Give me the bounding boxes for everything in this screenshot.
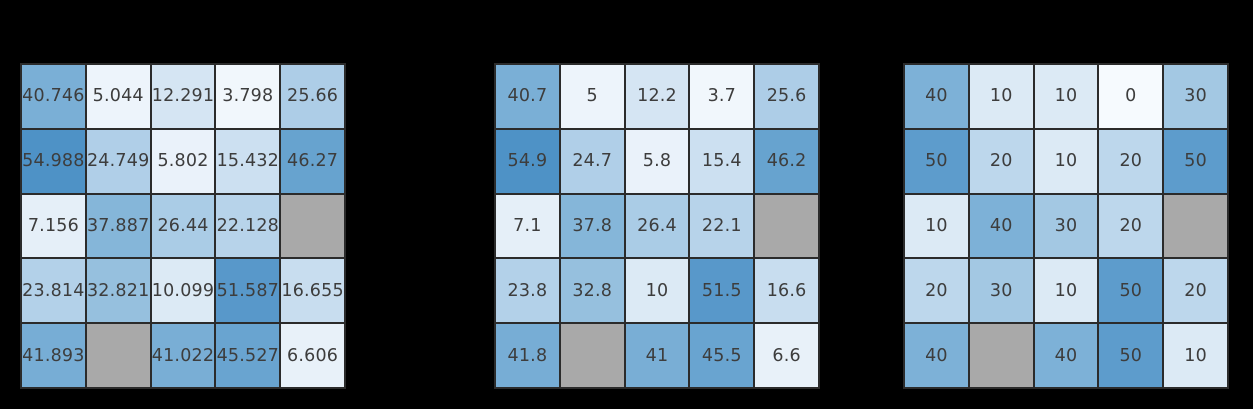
heatmap-cell: 5 — [560, 65, 624, 128]
heatmap-cell: 10 — [625, 259, 689, 323]
heatmap-cell: 51.587 — [216, 259, 280, 323]
heatmap-cell: 20 — [905, 259, 968, 323]
heatmap-cell: 30 — [1164, 65, 1227, 128]
heatmap-cell — [86, 324, 150, 387]
heatmap-cell: 0 — [1099, 65, 1163, 128]
heatmap-cell: 50 — [1099, 324, 1163, 387]
heatmap-cell: 51.5 — [690, 259, 754, 323]
heatmap-cell: 23.814 — [22, 259, 85, 323]
heatmap-cell: 10 — [1034, 129, 1098, 193]
heatmap-cell — [560, 324, 624, 387]
heatmap-cell: 46.27 — [281, 129, 344, 193]
heatmap-cell: 16.655 — [281, 259, 344, 323]
heatmap-cell: 41.022 — [151, 324, 215, 387]
heatmap-cell: 41 — [625, 324, 689, 387]
heatmap-cell: 22.1 — [690, 194, 754, 258]
heatmap-cell — [281, 194, 344, 258]
heatmap-cell: 26.44 — [151, 194, 215, 258]
heatmap-cell: 40.7 — [496, 65, 559, 128]
heatmap-cell: 25.66 — [281, 65, 344, 128]
heatmap-cell: 7.1 — [496, 194, 559, 258]
heatmap-cell: 20 — [1099, 129, 1163, 193]
heatmap-cell: 6.606 — [281, 324, 344, 387]
heatmap-cell: 30 — [969, 259, 1033, 323]
heatmap-cell: 10 — [969, 65, 1033, 128]
heatmap-cell: 10 — [1164, 324, 1227, 387]
heatmap-cell: 54.9 — [496, 129, 559, 193]
heatmap-cell: 20 — [1164, 259, 1227, 323]
heatmap-cell: 30 — [1034, 194, 1098, 258]
heatmap-cell: 10 — [1034, 65, 1098, 128]
heatmap-cell: 3.798 — [216, 65, 280, 128]
heatmap-cell: 15.4 — [690, 129, 754, 193]
heatmap-cell — [969, 324, 1033, 387]
heatmap-cell: 32.821 — [86, 259, 150, 323]
heatmap-cell: 12.291 — [151, 65, 215, 128]
heatmap-cell: 50 — [1164, 129, 1227, 193]
heatmap-cell: 5.802 — [151, 129, 215, 193]
heatmap-cell: 40 — [1034, 324, 1098, 387]
heatmap-cell: 50 — [1099, 259, 1163, 323]
heatmap-cell: 5.044 — [86, 65, 150, 128]
heatmap-cell: 41.893 — [22, 324, 85, 387]
heatmap-rounded-to-tens: 40 10 10 0 30 50 20 10 20 50 10 40 30 20 20 30 10 50 20 40 4… — [903, 63, 1229, 389]
heatmap-cell: 24.7 — [560, 129, 624, 193]
heatmap-cell: 23.8 — [496, 259, 559, 323]
heatmap-cell: 32.8 — [560, 259, 624, 323]
heatmap-cell: 45.527 — [216, 324, 280, 387]
heatmap-cell: 10 — [905, 194, 968, 258]
heatmap-cell: 40 — [905, 324, 968, 387]
heatmap-cell: 40 — [905, 65, 968, 128]
heatmap-cell: 46.2 — [755, 129, 818, 193]
heatmap-cell: 5.8 — [625, 129, 689, 193]
heatmap-cell: 37.887 — [86, 194, 150, 258]
heatmap-cell: 40.746 — [22, 65, 85, 128]
heatmap-cell: 37.8 — [560, 194, 624, 258]
heatmap-cell: 6.6 — [755, 324, 818, 387]
heatmap-cell: 20 — [969, 129, 1033, 193]
heatmap-cell — [755, 194, 818, 258]
heatmap-cell: 50 — [905, 129, 968, 193]
heatmap-cell: 22.128 — [216, 194, 280, 258]
heatmap-cell: 41.8 — [496, 324, 559, 387]
heatmap-cell: 12.2 — [625, 65, 689, 128]
heatmap-cell: 40 — [969, 194, 1033, 258]
heatmap-cell: 54.988 — [22, 129, 85, 193]
heatmap-cell: 20 — [1099, 194, 1163, 258]
heatmap-original-values: 40.746 5.044 12.291 3.798 25.66 54.988 24.749 5… — [20, 63, 346, 389]
heatmap-rounded-one-decimal: 40.7 5 12.2 3.7 25.6 54.9 24.7 5.8 15.4 46.2 7.1 37… — [494, 63, 820, 389]
heatmap-cell: 3.7 — [690, 65, 754, 128]
heatmap-cell: 10.099 — [151, 259, 215, 323]
heatmap-cell: 26.4 — [625, 194, 689, 258]
heatmap-cell: 10 — [1034, 259, 1098, 323]
heatmap-cell: 15.432 — [216, 129, 280, 193]
heatmap-cell: 16.6 — [755, 259, 818, 323]
heatmap-cell: 24.749 — [86, 129, 150, 193]
heatmap-cell — [1164, 194, 1227, 258]
heatmap-cell: 25.6 — [755, 65, 818, 128]
heatmap-cell: 7.156 — [22, 194, 85, 258]
heatmap-cell: 45.5 — [690, 324, 754, 387]
